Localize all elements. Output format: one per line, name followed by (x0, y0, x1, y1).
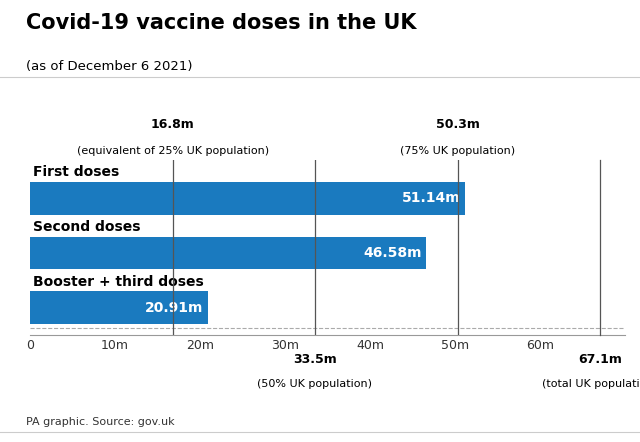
Text: (75% UK population): (75% UK population) (400, 145, 515, 156)
Text: 20.91m: 20.91m (145, 301, 204, 315)
Text: (equivalent of 25% UK population): (equivalent of 25% UK population) (77, 145, 269, 156)
Bar (30, 291, 208, 324)
Text: (50% UK population): (50% UK population) (257, 379, 372, 389)
Text: Booster + third doses: Booster + third doses (33, 274, 204, 289)
Text: (as of December 6 2021): (as of December 6 2021) (26, 60, 192, 72)
Text: Covid-19 vaccine doses in the UK: Covid-19 vaccine doses in the UK (26, 13, 416, 33)
Text: 33.5m: 33.5m (293, 353, 337, 366)
Text: 16.8m: 16.8m (151, 118, 195, 131)
Text: 51.14m: 51.14m (402, 191, 460, 205)
Text: 50.3m: 50.3m (436, 118, 479, 131)
Text: 46.58m: 46.58m (363, 246, 422, 260)
Text: 67.1m: 67.1m (579, 353, 622, 366)
Bar (30, 236, 426, 269)
Text: PA graphic. Source: gov.uk: PA graphic. Source: gov.uk (26, 416, 174, 427)
Text: First doses: First doses (33, 165, 119, 179)
Text: (total UK population): (total UK population) (543, 379, 640, 389)
Text: Second doses: Second doses (33, 220, 140, 234)
Bar (30, 182, 465, 215)
